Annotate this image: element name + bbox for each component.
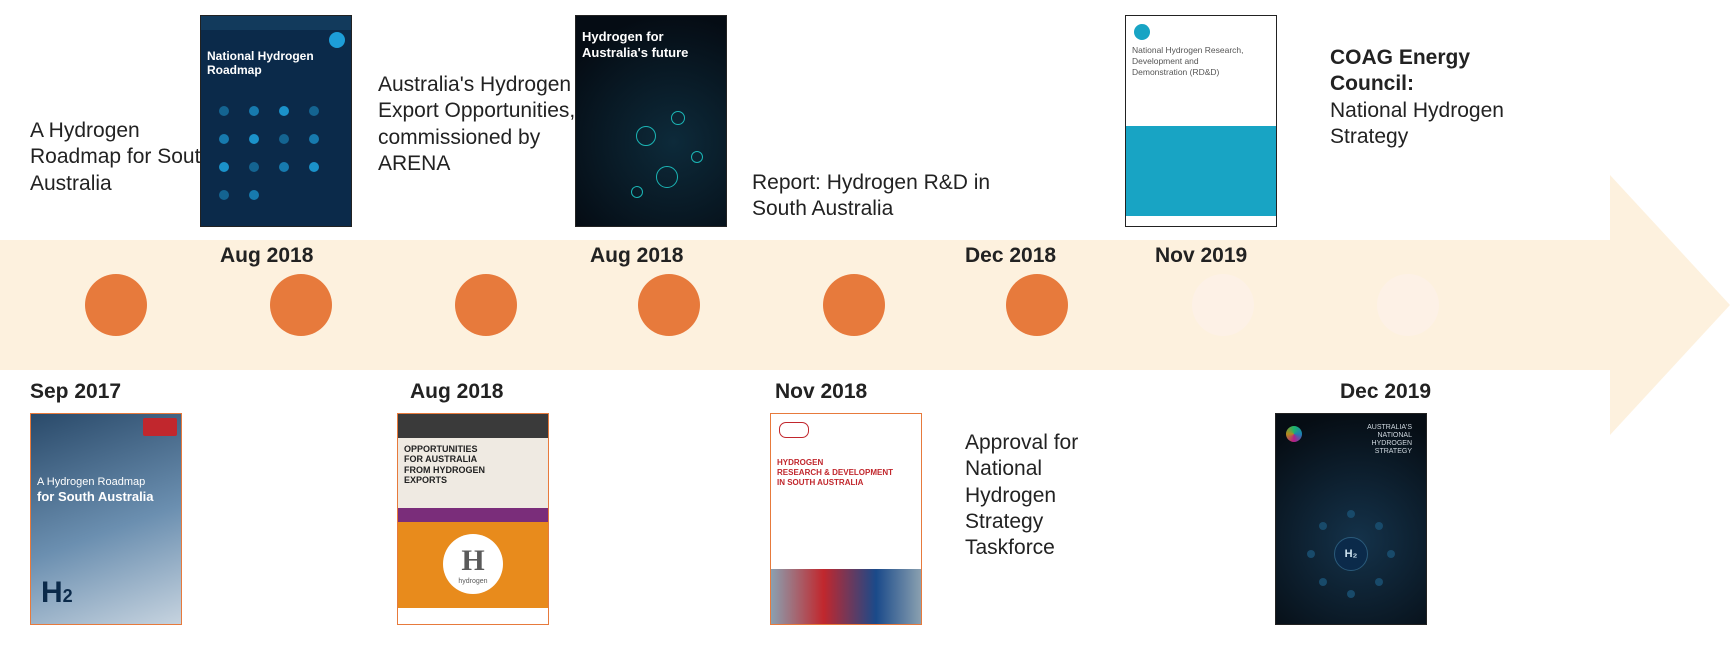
report-thumbnail: National Hydrogen Roadmap bbox=[200, 15, 352, 227]
timeline-date: Nov 2019 bbox=[1155, 244, 1247, 268]
report-thumbnail: Hydrogen for Australia's future bbox=[575, 15, 727, 227]
timeline-dot bbox=[1006, 274, 1068, 336]
timeline-dot bbox=[270, 274, 332, 336]
timeline-dot bbox=[85, 274, 147, 336]
report-thumbnail: OPPORTUNITIESFOR AUSTRALIAFROM HYDROGENE… bbox=[397, 413, 549, 625]
timeline-caption: Report: Hydrogen R&D in South Australia bbox=[752, 170, 992, 223]
timeline-caption: COAG Energy Council:National Hydrogen St… bbox=[1330, 45, 1530, 150]
timeline-date: Dec 2019 bbox=[1340, 380, 1431, 404]
timeline-date: Aug 2018 bbox=[410, 380, 503, 404]
timeline-dot bbox=[455, 274, 517, 336]
timeline-caption: Australia's Hydrogen Export Opportunitie… bbox=[378, 72, 588, 177]
timeline-date: Sep 2017 bbox=[30, 380, 121, 404]
timeline-dot bbox=[1377, 274, 1439, 336]
timeline-dot bbox=[1192, 274, 1254, 336]
report-thumbnail: AUSTRALIA'SNATIONALHYDROGENSTRATEGY H₂ bbox=[1275, 413, 1427, 625]
timeline-dot bbox=[638, 274, 700, 336]
timeline-dot bbox=[823, 274, 885, 336]
timeline-arrow-head bbox=[1610, 175, 1730, 435]
report-thumbnail: HYDROGEN RESEARCH & DEVELOPMENT IN SOUTH… bbox=[770, 413, 922, 625]
report-thumbnail: A Hydrogen Roadmap for South Australia H… bbox=[30, 413, 182, 625]
timeline-date: Dec 2018 bbox=[965, 244, 1056, 268]
timeline-caption: Approval for National Hydrogen Strategy … bbox=[965, 430, 1135, 561]
timeline-date: Aug 2018 bbox=[220, 244, 313, 268]
report-thumbnail: National Hydrogen Research, Development … bbox=[1125, 15, 1277, 227]
timeline-date: Aug 2018 bbox=[590, 244, 683, 268]
timeline-date: Nov 2018 bbox=[775, 380, 867, 404]
timeline-caption: A Hydrogen Roadmap for South Australia bbox=[30, 118, 220, 197]
